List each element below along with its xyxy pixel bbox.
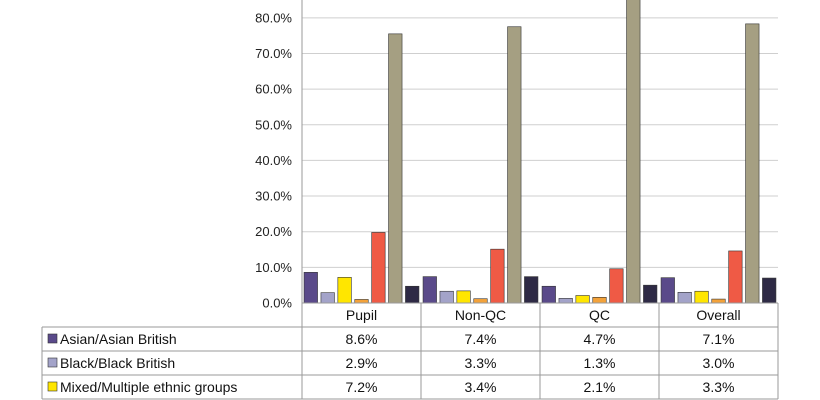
bar	[592, 296, 607, 304]
category-label: Overall	[696, 307, 740, 323]
table-cell-value: 2.9%	[346, 355, 378, 371]
bar	[388, 33, 403, 304]
bar	[558, 298, 573, 304]
y-tick-label: 20.0%	[255, 224, 292, 239]
legend-key	[47, 333, 58, 344]
table-cell-value: 7.4%	[465, 331, 497, 347]
bar	[303, 272, 318, 304]
bar	[320, 292, 335, 304]
y-tick-label: 80.0%	[255, 10, 292, 25]
table-cell-value: 7.1%	[703, 331, 735, 347]
bar	[575, 295, 590, 304]
table-cell-value: 3.3%	[703, 379, 735, 395]
bar	[728, 250, 743, 304]
table-cell-value: 1.3%	[584, 355, 616, 371]
table-cell-value: 3.4%	[465, 379, 497, 395]
table-cell-value: 8.6%	[346, 331, 378, 347]
bar	[524, 276, 539, 304]
y-tick-label: 30.0%	[255, 189, 292, 204]
bar	[490, 248, 505, 304]
bar	[677, 292, 692, 304]
table-cell-value: 4.7%	[584, 331, 616, 347]
y-tick-label: 0.0%	[262, 296, 292, 311]
category-label: QC	[589, 307, 610, 323]
bar	[337, 277, 352, 304]
bar	[422, 276, 437, 304]
bar	[609, 268, 624, 304]
data-table: Pupil Non-QC QC Overall Asian/Asian British 8…	[41, 302, 779, 400]
y-tick-label: 10.0%	[255, 260, 292, 275]
bar	[762, 277, 777, 304]
table-cell-value: 3.3%	[465, 355, 497, 371]
legend-key	[47, 381, 58, 392]
bar	[541, 285, 556, 304]
bar	[745, 23, 760, 304]
row-label: Asian/Asian British	[60, 331, 177, 347]
table-cell-value: 2.1%	[584, 379, 616, 395]
bar	[439, 290, 454, 304]
legend-key	[47, 357, 58, 368]
bar	[456, 290, 471, 304]
y-tick-label: 60.0%	[255, 82, 292, 97]
bar	[354, 299, 369, 304]
bar	[626, 0, 641, 304]
bar	[711, 298, 726, 304]
y-axis: 0.0% 10.0% 20.0% 30.0% 40.0% 50.0% 60.0% 70.0% 8…	[255, 0, 303, 311]
bar	[405, 285, 420, 304]
bar	[694, 290, 709, 304]
y-tick-label: 50.0%	[255, 117, 292, 132]
bar	[371, 232, 386, 304]
y-tick-label: 40.0%	[255, 153, 292, 168]
table-cell-value: 7.2%	[346, 379, 378, 395]
bar	[473, 298, 488, 304]
category-label: Pupil	[346, 307, 377, 323]
bar	[660, 277, 675, 304]
row-label: Black/Black British	[60, 355, 175, 371]
bar	[507, 26, 522, 304]
row-label: Mixed/Multiple ethnic groups	[60, 379, 237, 395]
category-label: Non-QC	[455, 307, 506, 323]
bar	[643, 284, 658, 304]
y-tick-label: 70.0%	[255, 46, 292, 61]
table-cell-value: 3.0%	[703, 355, 735, 371]
bars	[303, 0, 777, 304]
